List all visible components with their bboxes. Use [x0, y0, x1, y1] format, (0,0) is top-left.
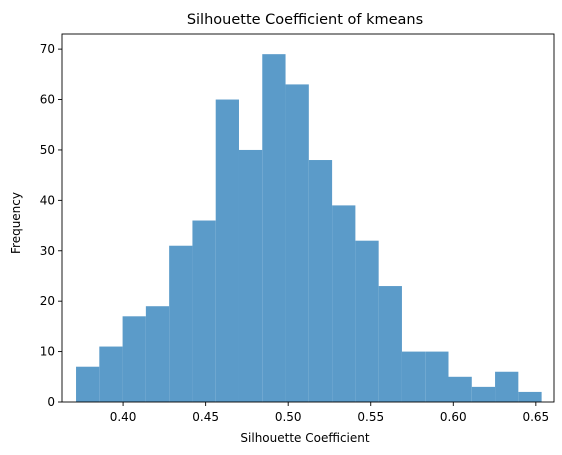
y-tick-label: 20: [40, 294, 55, 308]
chart-title: Silhouette Coefficient of kmeans: [187, 12, 423, 28]
histogram-bar: [285, 84, 309, 403]
y-tick-label: 70: [40, 42, 55, 56]
histogram-bar: [518, 391, 542, 402]
histogram-bar: [192, 220, 216, 402]
histogram-bar: [378, 286, 402, 402]
x-axis-title: Silhouette Coefficient: [240, 431, 369, 445]
y-tick-label: 60: [40, 93, 55, 107]
bars-group: [76, 54, 542, 403]
plot-frame: [61, 33, 555, 403]
y-tick-label: 30: [40, 244, 55, 258]
histogram-bar: [215, 99, 239, 403]
histogram-bar: [262, 54, 286, 403]
histogram-bar: [495, 371, 519, 402]
histogram-bar: [401, 351, 426, 402]
histogram-bar: [308, 160, 333, 402]
histogram-bar: [76, 366, 100, 402]
y-tick-label: 10: [40, 345, 55, 359]
x-axis: 0.40 0.45 0.50 0.55 0.60 0.65: [110, 402, 549, 424]
y-tick-label: 50: [40, 143, 55, 157]
x-tick-label: 0.65: [522, 410, 549, 424]
histogram-bar: [425, 351, 449, 402]
x-tick-label: 0.50: [275, 410, 302, 424]
y-tick-label: 0: [47, 395, 55, 409]
histogram-bar: [122, 316, 146, 402]
histogram-bar: [355, 240, 379, 402]
histogram-bar: [99, 346, 123, 402]
x-tick-label: 0.55: [357, 410, 384, 424]
y-axis: 0 10 20 30 40 50 60 70: [40, 42, 62, 409]
histogram-bar: [471, 386, 496, 402]
x-tick-label: 0.40: [110, 410, 137, 424]
y-axis-title: Frequency: [9, 192, 23, 254]
x-tick-label: 0.45: [192, 410, 219, 424]
y-tick-label: 40: [40, 193, 55, 207]
histogram-bar: [448, 376, 472, 402]
x-tick-label: 0.60: [440, 410, 467, 424]
histogram-bar: [238, 149, 263, 402]
histogram-bar: [169, 245, 193, 402]
histogram-bar: [145, 306, 170, 402]
histogram-bar: [332, 205, 356, 402]
